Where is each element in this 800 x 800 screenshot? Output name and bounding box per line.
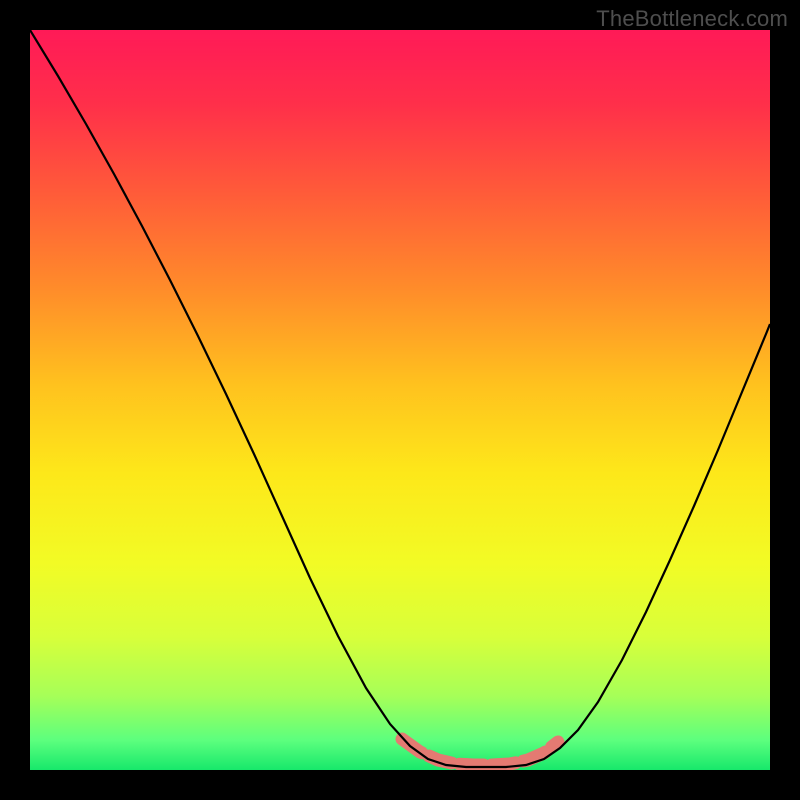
- watermark-text: TheBottleneck.com: [596, 6, 788, 32]
- gradient-background: [30, 30, 770, 770]
- chart-frame: TheBottleneck.com: [0, 0, 800, 800]
- chart-canvas: [30, 30, 770, 770]
- plot-area: [30, 30, 770, 770]
